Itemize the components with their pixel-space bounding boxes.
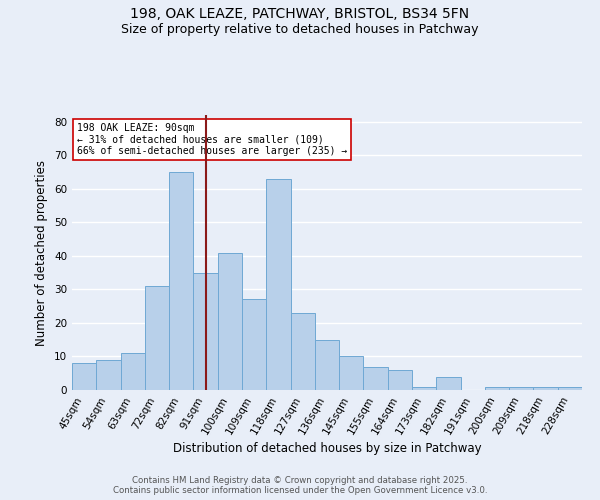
Bar (412, 386, 436, 390)
Bar (121, 353, 145, 390)
Y-axis label: Number of detached properties: Number of detached properties (35, 160, 49, 346)
Bar (169, 172, 193, 390)
Text: Size of property relative to detached houses in Patchway: Size of property relative to detached ho… (121, 22, 479, 36)
Bar (558, 386, 582, 390)
Text: 198 OAK LEAZE: 90sqm
← 31% of detached houses are smaller (109)
66% of semi-deta: 198 OAK LEAZE: 90sqm ← 31% of detached h… (77, 123, 347, 156)
Bar (485, 386, 509, 390)
Bar (266, 178, 290, 390)
Bar (436, 376, 461, 390)
Bar (242, 300, 266, 390)
Text: 198, OAK LEAZE, PATCHWAY, BRISTOL, BS34 5FN: 198, OAK LEAZE, PATCHWAY, BRISTOL, BS34 … (130, 8, 470, 22)
Bar (509, 386, 533, 390)
Bar (290, 313, 315, 390)
Bar (364, 366, 388, 390)
Bar (388, 370, 412, 390)
Bar (145, 286, 169, 390)
Bar (218, 252, 242, 390)
X-axis label: Distribution of detached houses by size in Patchway: Distribution of detached houses by size … (173, 442, 481, 455)
Bar (339, 356, 364, 390)
Bar (193, 272, 218, 390)
Bar (533, 386, 558, 390)
Bar (96, 360, 121, 390)
Bar (72, 363, 96, 390)
Text: Contains HM Land Registry data © Crown copyright and database right 2025.
Contai: Contains HM Land Registry data © Crown c… (113, 476, 487, 495)
Bar (315, 340, 339, 390)
